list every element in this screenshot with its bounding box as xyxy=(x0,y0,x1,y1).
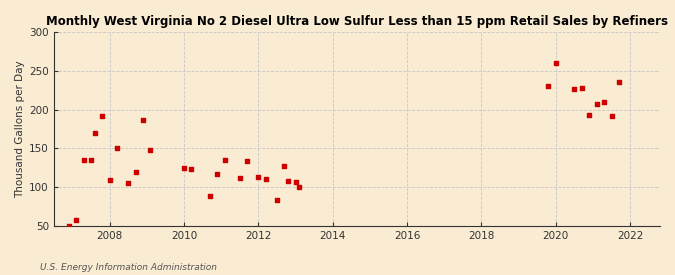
Point xyxy=(599,100,610,104)
Point xyxy=(111,146,122,150)
Point xyxy=(186,167,197,171)
Point xyxy=(606,114,617,118)
Text: U.S. Energy Information Administration: U.S. Energy Information Administration xyxy=(40,263,217,272)
Point xyxy=(569,87,580,92)
Point xyxy=(591,102,602,106)
Point xyxy=(294,185,304,189)
Point xyxy=(234,176,245,180)
Point xyxy=(219,158,230,162)
Point xyxy=(614,80,624,85)
Y-axis label: Thousand Gallons per Day: Thousand Gallons per Day xyxy=(15,60,25,198)
Point xyxy=(551,61,562,65)
Point xyxy=(543,84,554,89)
Point xyxy=(283,179,294,183)
Point xyxy=(205,194,215,199)
Point xyxy=(584,113,595,117)
Point xyxy=(130,169,141,174)
Point xyxy=(63,224,74,228)
Point xyxy=(279,164,290,168)
Point xyxy=(71,218,82,222)
Title: Monthly West Virginia No 2 Diesel Ultra Low Sulfur Less than 15 ppm Retail Sales: Monthly West Virginia No 2 Diesel Ultra … xyxy=(46,15,668,28)
Point xyxy=(123,181,134,185)
Point xyxy=(86,158,97,162)
Point xyxy=(271,198,282,202)
Point xyxy=(242,159,252,164)
Point xyxy=(97,114,107,118)
Point xyxy=(290,180,301,184)
Point xyxy=(261,177,271,182)
Point xyxy=(89,131,100,135)
Point xyxy=(212,172,223,176)
Point xyxy=(145,148,156,152)
Point xyxy=(179,166,190,170)
Point xyxy=(253,175,264,179)
Point xyxy=(138,118,148,123)
Point xyxy=(104,178,115,182)
Point xyxy=(78,158,89,162)
Point xyxy=(576,86,587,90)
